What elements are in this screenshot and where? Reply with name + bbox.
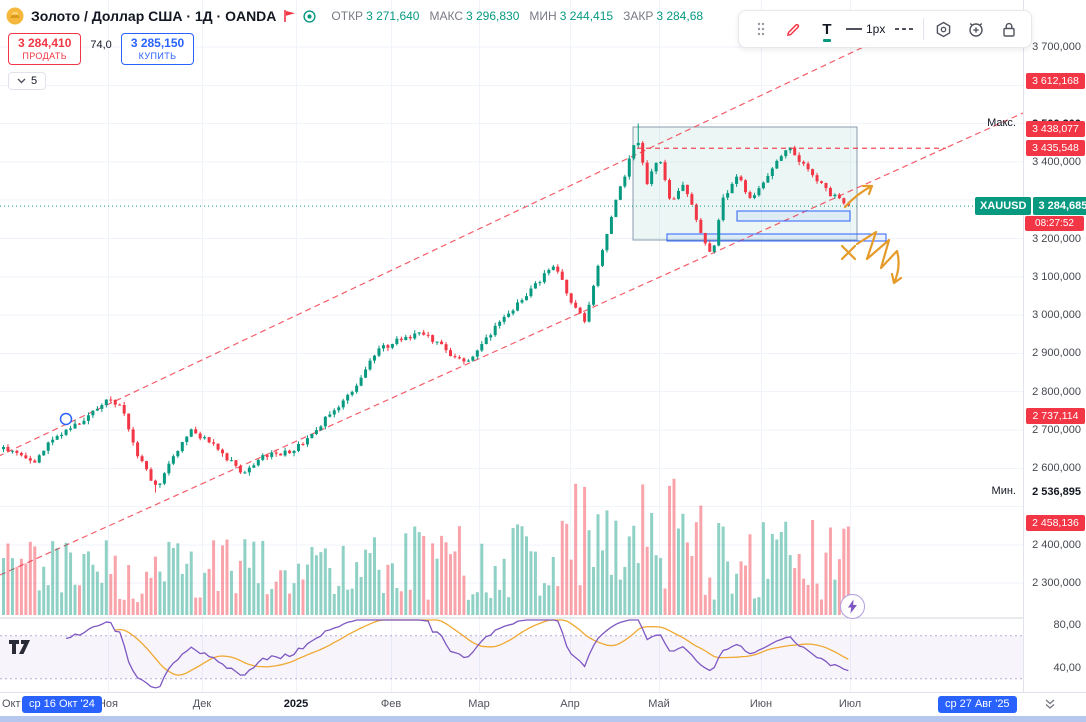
time-axis-label: Фев [380, 698, 402, 710]
flag-icon[interactable] [283, 9, 296, 23]
price-axis-label: 3 400,000 [1032, 155, 1081, 168]
current-price-badge: XAUUSD 3 284,685 [975, 197, 1086, 216]
sell-button[interactable]: 3 284,410 ПРОДАТЬ [8, 33, 82, 66]
time-axis-label: Апр [560, 698, 580, 710]
drawing-toolbar: T 1px [738, 10, 1033, 48]
price-axis-label: 2 400,000 [1032, 538, 1081, 551]
current-price-chip: 3 284,685 [1033, 197, 1086, 216]
ohlc-item: МИН 3 244,415 [529, 9, 614, 23]
settings-hexagon-icon [936, 21, 951, 37]
indicators-count: 5 [31, 75, 38, 87]
lock-button[interactable] [995, 15, 1023, 43]
ohlc-item: ЗАКР 3 284,68 [623, 9, 704, 23]
line-style-button[interactable] [890, 15, 918, 43]
buy-label: КУПИТЬ [138, 51, 177, 61]
pencil-tool-button[interactable] [780, 15, 808, 43]
spread-value: 74,0 [90, 39, 112, 51]
time-axis-label: Мар [468, 698, 490, 710]
ohlc-values: ОТКР 3 271,640 МАКС 3 296,830 МИН 3 244,415 ЗА… [331, 9, 703, 23]
rsi-ma-line [115, 619, 849, 676]
ohlc-item: МАКС 3 296,830 [429, 9, 520, 23]
price-chart-canvas[interactable] [0, 0, 1023, 716]
buy-price: 3 285,150 [130, 36, 185, 50]
current-symbol-chip: XAUUSD [975, 197, 1032, 216]
lock-icon [1003, 22, 1016, 37]
time-axis[interactable]: ср 16 Окт '24 ср 27 Авг '25 Окт Ноя Дек 202… [0, 692, 1086, 717]
price-axis-label: 3 700,000 [1032, 41, 1081, 53]
text-tool-button[interactable]: T [813, 15, 841, 43]
toolbar-separator [923, 18, 925, 40]
chevron-down-icon [17, 78, 26, 84]
price-alert-badge: 3 435,548 [1026, 140, 1085, 157]
candlestick-series [2, 123, 850, 493]
line-width-value: 1px [866, 22, 886, 36]
range-start-badge[interactable]: ср 16 Окт '24 [22, 696, 102, 713]
price-alert-badge: 2 737,114 [1026, 407, 1085, 424]
all-time-high-label: Макс. [987, 116, 1016, 129]
toolbar-drag-handle[interactable] [747, 15, 775, 43]
price-axis-label: 2 900,000 [1032, 347, 1081, 360]
axis-corner-button[interactable] [1044, 698, 1056, 710]
time-axis-label: Ноя [97, 698, 119, 710]
lightning-icon [848, 599, 857, 614]
time-axis-label: Июл [838, 698, 862, 710]
price-alert-badge: 2 458,136 [1026, 514, 1085, 531]
price-axis-label: 3 200,000 [1032, 232, 1081, 245]
price-axis[interactable]: 3 700,000 3 400,000 3 200,000 3 100,000 3 00… [1023, 0, 1086, 692]
trade-panel: 3 284,410 ПРОДАТЬ 74,0 3 285,150 КУПИТЬ [8, 33, 195, 66]
price-axis-label: 80,00 [1053, 619, 1081, 631]
text-tool-icon: T [822, 21, 832, 42]
market-status-icon[interactable] [303, 9, 317, 23]
alarm-plus-icon [969, 23, 984, 37]
lightning-button[interactable] [840, 594, 865, 619]
gold-symbol-logo [6, 7, 24, 25]
price-axis-label: 2 700,000 [1032, 424, 1081, 436]
legend-collapse-chip[interactable]: 5 [8, 72, 47, 90]
time-axis-label: Дек [192, 698, 212, 710]
sell-price: 3 284,410 [18, 36, 72, 50]
buy-button[interactable]: 3 285,150 КУПИТЬ [120, 33, 195, 66]
drag-dots-icon [757, 22, 765, 36]
price-alert-badge: 3 612,168 [1026, 72, 1085, 89]
time-axis-label: Окт [2, 698, 21, 710]
price-axis-label: 2 536,895 [1032, 486, 1081, 499]
volume-series [2, 478, 850, 615]
price-alert-badge: 3 438,077 [1026, 121, 1085, 138]
double-chevron-down-icon [1045, 699, 1055, 709]
line-width-button[interactable]: 1px [846, 15, 885, 43]
dashed-line-icon [895, 28, 914, 30]
horizontal-scrollbar[interactable] [0, 716, 1086, 722]
time-axis-label: Май [648, 698, 670, 710]
sell-label: ПРОДАТЬ [22, 51, 68, 61]
bar-countdown-badge: 08:27:52 [1025, 216, 1084, 232]
line-width-icon [846, 28, 862, 30]
price-axis-label: 3 000,000 [1032, 309, 1081, 322]
rsi-line [65, 619, 849, 689]
symbol-title[interactable]: Золото / Доллар США · 1Д · OANDA [31, 8, 277, 24]
time-axis-label: Июн [749, 698, 773, 710]
price-axis-label: 40,00 [1053, 662, 1081, 674]
low-marker-label: Мин. [991, 485, 1016, 498]
price-axis-label: 2 300,000 [1032, 577, 1081, 590]
pencil-icon [786, 23, 800, 37]
add-alert-button[interactable] [962, 15, 990, 43]
price-axis-label: 2 600,000 [1032, 462, 1081, 475]
price-axis-label: 2 800,000 [1032, 385, 1081, 398]
price-axis-label: 3 100,000 [1032, 270, 1081, 283]
settings-button[interactable] [929, 15, 957, 43]
time-axis-label: 2025 [283, 698, 309, 710]
range-end-badge[interactable]: ср 27 Авг '25 [938, 696, 1017, 713]
tradingview-logo[interactable] [8, 636, 34, 658]
symbol-legend: Золото / Доллар США · 1Д · OANDA ОТКР 3 2… [6, 7, 703, 25]
ohlc-item: ОТКР 3 271,640 [331, 9, 420, 23]
